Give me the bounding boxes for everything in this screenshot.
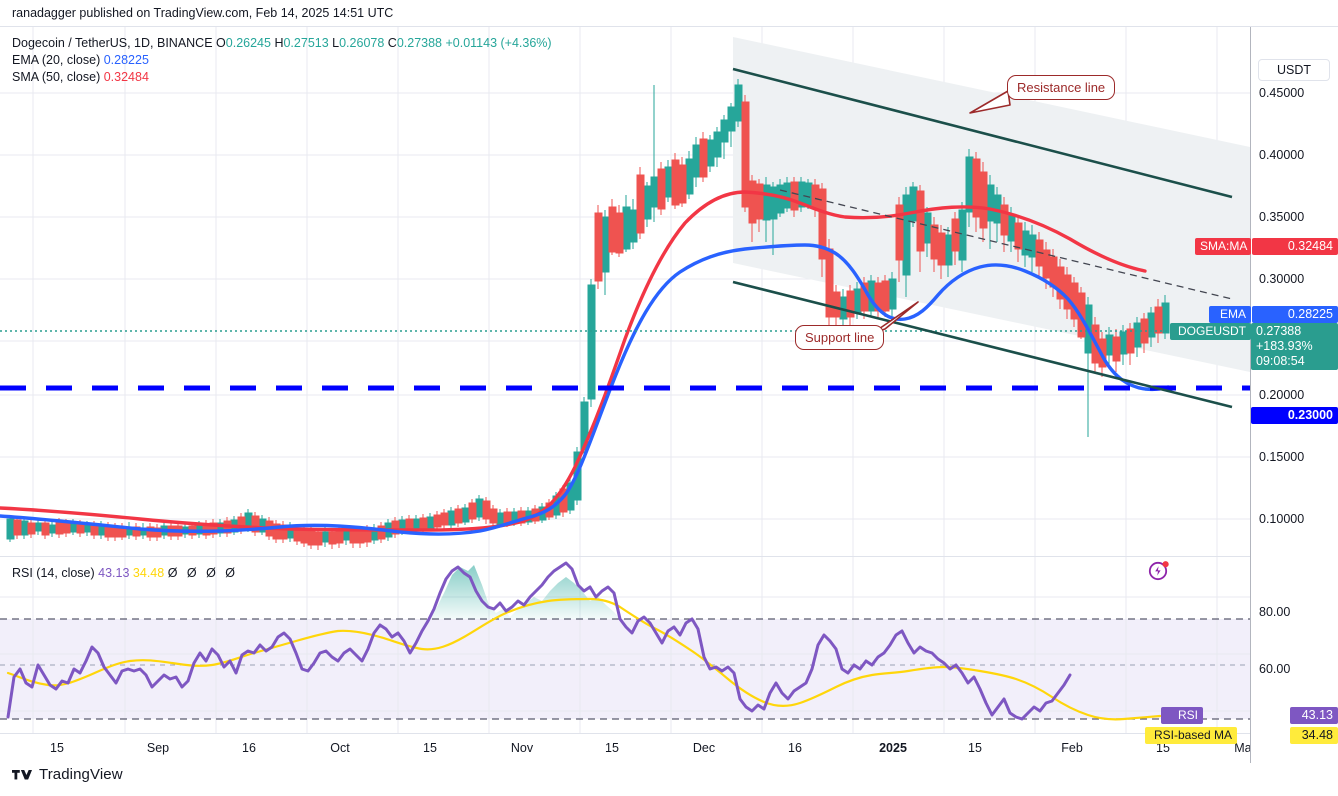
rsi-chart-svg <box>0 557 1250 733</box>
rsi-name-chip[interactable]: RSI <box>1161 707 1203 724</box>
sma-50-line <box>0 190 1147 532</box>
resistance-line <box>732 67 1233 199</box>
ema-name-chip[interactable]: EMA <box>1209 306 1251 323</box>
ema-20-line <box>0 243 1170 536</box>
sma-price-tag[interactable]: 0.32484 <box>1252 238 1338 255</box>
price-axis-tick: 0.10000 <box>1259 512 1305 526</box>
price-axis-tick: 0.20000 <box>1259 388 1305 402</box>
price-pane[interactable]: Dogecoin / TetherUS, 1D, BINANCE O0.2624… <box>0 27 1250 557</box>
time-tick-year: 2025 <box>879 741 907 755</box>
price-axis-tick: 0.35000 <box>1259 210 1305 224</box>
time-tick: 15 <box>605 741 619 755</box>
resistance-line-callout[interactable]: Resistance line <box>1007 75 1116 100</box>
chart-frame: Dogecoin / TetherUS, 1D, BINANCE O0.2624… <box>0 26 1338 763</box>
tradingview-logo-icon <box>12 769 32 779</box>
doge-change-percent: +183.93% <box>1256 339 1313 353</box>
time-tick: 16 <box>242 741 256 755</box>
time-tick: Feb <box>1061 741 1083 755</box>
price-axis-tick: 0.45000 <box>1259 86 1305 100</box>
doge-price-tag[interactable]: 0.27388 +183.93% 09:08:54 <box>1251 323 1338 370</box>
rsi-axis-tick: 60.00 <box>1259 662 1291 676</box>
tradingview-brand-text: TradingView <box>39 766 123 783</box>
support-line <box>732 280 1233 409</box>
time-tick: Dec <box>692 741 716 755</box>
time-tick: 15 <box>50 741 64 755</box>
rsi-ma-name-chip[interactable]: RSI-based MA <box>1145 727 1237 744</box>
time-tick: Oct <box>330 741 350 755</box>
time-tick: 15 <box>1156 741 1170 755</box>
price-axis-tick: 0.40000 <box>1259 148 1305 162</box>
doge-last-price: 0.27388 <box>1256 324 1302 338</box>
rsi-value-tag[interactable]: 43.13 <box>1290 707 1338 724</box>
ema-price-tag[interactable]: 0.28225 <box>1252 306 1338 323</box>
time-tick: Nov <box>510 741 534 755</box>
doge-countdown: 09:08:54 <box>1256 354 1305 368</box>
price-axis-tick: 0.30000 <box>1259 272 1305 286</box>
time-tick: 15 <box>423 741 437 755</box>
rsi-line <box>6 561 1072 721</box>
rsi-ma-value-tag[interactable]: 34.48 <box>1290 727 1338 744</box>
sma-name-chip[interactable]: SMA:MA <box>1195 238 1251 255</box>
price-axis[interactable]: USDT 0.45000 0.40000 0.35000 0.30000 0.2… <box>1250 27 1338 763</box>
rsi-axis-tick: 80.00 <box>1259 605 1291 619</box>
tradingview-footer: TradingView <box>12 766 123 783</box>
rsi-vertical-gridlines <box>32 557 1218 733</box>
rsi-pane[interactable]: RSI (14, close) 43.13 34.48 Ø Ø Ø Ø <box>0 557 1250 733</box>
time-axis[interactable]: 15 Sep 16 Oct 15 Nov 15 Dec 16 2025 15 F… <box>0 733 1256 763</box>
alert-lightning-icon[interactable] <box>1147 558 1171 582</box>
support-line-callout[interactable]: Support line <box>795 325 885 350</box>
price-level-tag-023[interactable]: 0.23000 <box>1251 407 1338 424</box>
resistance-callout-pointer <box>969 90 1011 114</box>
dashed-trendline <box>779 189 1233 300</box>
rsi-band-fill <box>0 619 1250 719</box>
time-tick: 16 <box>788 741 802 755</box>
currency-unit-chip[interactable]: USDT <box>1258 59 1330 81</box>
price-axis-tick: 0.15000 <box>1259 450 1305 464</box>
price-chart-svg <box>0 27 1250 556</box>
doge-symbol-chip[interactable]: DOGEUSDT <box>1170 323 1251 340</box>
time-tick: Sep <box>146 741 170 755</box>
rsi-overbought-fill <box>428 565 620 619</box>
time-tick: 15 <box>968 741 982 755</box>
rsi-ma-line <box>6 597 1162 721</box>
attribution-text: ranadagger published on TradingView.com,… <box>12 6 394 20</box>
